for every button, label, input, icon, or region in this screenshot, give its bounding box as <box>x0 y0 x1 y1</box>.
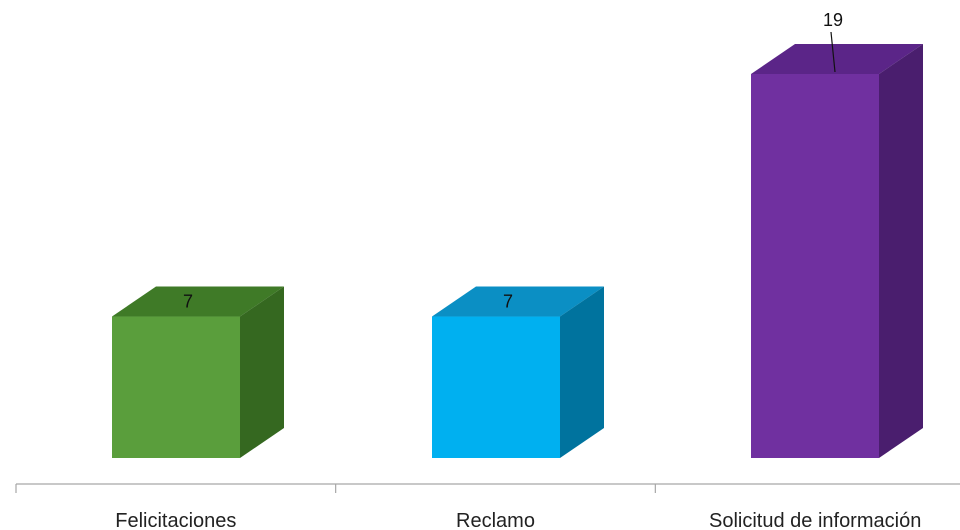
category-label: Solicitud de información <box>709 510 921 530</box>
data-label: 7 <box>183 292 193 312</box>
bar-reclamo <box>432 286 604 458</box>
data-label: 7 <box>503 292 513 312</box>
bar-top <box>112 286 284 317</box>
bar-solicitud-de-informaci-n <box>751 44 923 458</box>
x-axis <box>15 483 960 493</box>
data-label: 19 <box>823 10 843 30</box>
category-labels: Felicitaciones Reclamo Solicitud de inform… <box>115 510 921 530</box>
data-labels: 7 7 19 <box>183 10 843 312</box>
bar-side <box>879 44 923 458</box>
bar-side <box>560 286 604 458</box>
bar-top <box>432 286 604 317</box>
bar-top <box>751 44 923 74</box>
bar-felicitaciones <box>112 286 284 458</box>
data-label-leader <box>830 31 836 73</box>
bar-front <box>751 74 879 458</box>
bar-front <box>432 316 560 458</box>
bar-front <box>112 316 240 458</box>
category-label: Reclamo <box>456 510 535 530</box>
bars-group <box>112 44 923 458</box>
bar-side <box>240 286 284 458</box>
category-label: Felicitaciones <box>115 510 236 530</box>
